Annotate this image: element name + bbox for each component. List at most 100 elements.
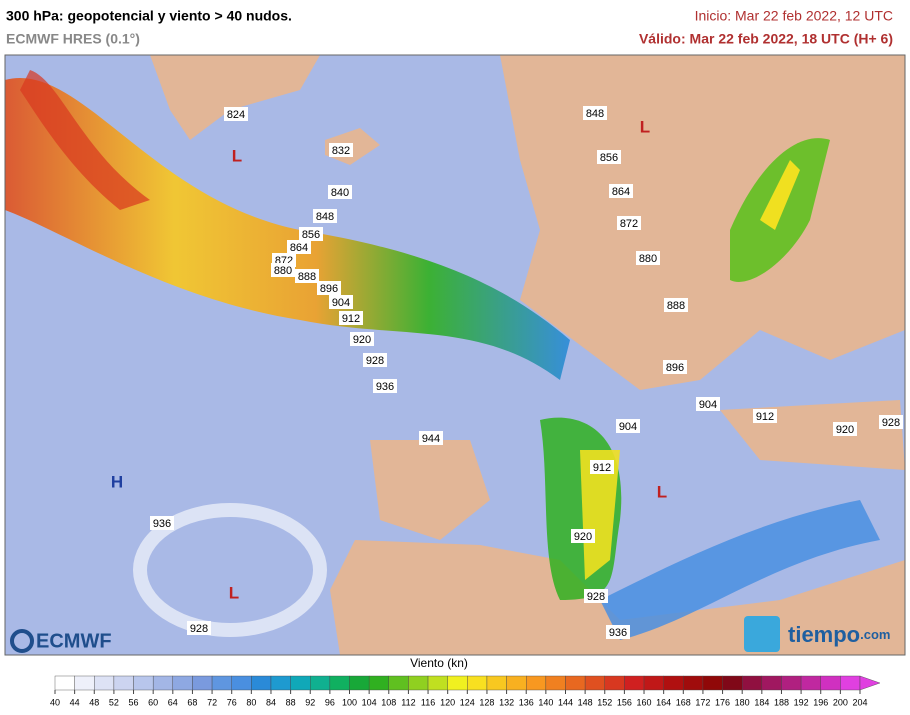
colorbar-swatch [310, 675, 331, 691]
contour-label-bg [833, 422, 857, 436]
colorbar-swatch [741, 675, 763, 691]
colorbar: 40 44 48 52 56 60 64 68 72 76 80 84 88 92 96 100 104 108 1… [50, 675, 881, 707]
contour-label-bg [419, 431, 443, 445]
contour-label: 944 [422, 433, 440, 445]
map-frame [4, 54, 906, 656]
contour-label-bg [590, 460, 614, 474]
contour-label: 928 [366, 355, 384, 367]
colorbar-tick-label: 100 [342, 697, 357, 707]
contour-label: 856 [600, 152, 618, 164]
contour-label-bg [329, 143, 353, 157]
contour-label-bg [696, 397, 720, 411]
contour-label: 936 [376, 381, 394, 393]
contour-label: 848 [316, 211, 334, 223]
colorbar-tick-label: 120 [440, 697, 455, 707]
colorbar-tick-label: 44 [70, 697, 80, 707]
colorbar-tick-label: 92 [305, 697, 315, 707]
colorbar-swatch [683, 675, 704, 691]
contour-label-bg [224, 107, 248, 121]
contour-label: 880 [274, 265, 292, 277]
colorbar-tick-label: 96 [325, 697, 335, 707]
colorbar-swatch [565, 675, 586, 691]
colorbar-tick-label: 140 [538, 697, 553, 707]
colorbar-tick-label: 84 [266, 697, 276, 707]
contour-label: 920 [353, 334, 371, 346]
colorbar-swatch [624, 675, 645, 691]
colorbar-swatch [113, 675, 134, 691]
logo-text: tiempo.com [788, 622, 890, 647]
colorbar-tick-label: 188 [774, 697, 789, 707]
contour-label-bg [363, 353, 387, 367]
logo-icon [10, 629, 34, 653]
colorbar-swatch [761, 675, 782, 691]
jet-core-med [580, 450, 620, 580]
contour-label: 920 [836, 424, 854, 436]
colorbar-tick-label: 76 [227, 697, 237, 707]
colorbar-swatch [329, 675, 350, 691]
jet-stream [5, 78, 570, 381]
jet-core [20, 70, 150, 210]
contour-label-bg [753, 409, 777, 423]
colorbar-swatch [290, 675, 311, 691]
contour-label-bg [271, 263, 295, 277]
cutoff-low [133, 503, 327, 637]
valid-time: Válido: Mar 22 feb 2022, 18 UTC (H+ 6) [639, 31, 893, 47]
colorbar-tick-label: 184 [754, 697, 769, 707]
contour-label: 920 [574, 531, 592, 543]
contour-label-bg [583, 106, 607, 120]
contour-label-bg [616, 419, 640, 433]
contour-label: 912 [756, 411, 774, 423]
ecmwf-logo: ECMWF [10, 629, 112, 653]
iberia [370, 440, 490, 540]
contour-label: 824 [227, 109, 245, 121]
colorbar-tick-label: 136 [519, 697, 534, 707]
colorbar-swatch [722, 675, 743, 691]
colorbar-swatch [368, 675, 389, 691]
colorbar-title: Viento (kn) [410, 656, 468, 670]
colorbar-tick-label: 168 [676, 697, 691, 707]
colorbar-swatch [643, 675, 664, 691]
colorbar-swatch [447, 675, 468, 691]
contour-label: 896 [666, 362, 684, 374]
contour-label-bg [299, 227, 323, 241]
contour-label: 912 [593, 462, 611, 474]
colorbar-swatch [781, 675, 802, 691]
contour-label: 936 [153, 518, 171, 530]
colorbar-swatch [211, 675, 232, 691]
contour-label-bg [606, 625, 630, 639]
contour-label-bg [617, 216, 641, 230]
colorbar-swatch [192, 675, 213, 691]
contour-label-bg [339, 311, 363, 325]
colorbar-swatch [486, 675, 507, 691]
logo-icon [744, 616, 780, 652]
pressure-center: L [229, 583, 239, 602]
colorbar-swatch [231, 675, 252, 691]
tiempo-logo: tiempo.com [744, 616, 890, 652]
contour-label: 928 [882, 417, 900, 429]
colorbar-tick-label: 64 [168, 697, 178, 707]
colorbar-tick-label: 192 [794, 697, 809, 707]
pressure-center: L [657, 482, 667, 501]
colorbar-tick-label: 164 [656, 697, 671, 707]
colorbar-swatch [54, 675, 75, 691]
europe [500, 55, 905, 390]
colorbar-tick-label: 152 [597, 697, 612, 707]
contour-label: 832 [332, 145, 350, 157]
colorbar-tick-label: 48 [89, 697, 99, 707]
pressure-center: L [640, 117, 650, 136]
contour-label: 904 [699, 399, 717, 411]
colorbar-tick-label: 124 [460, 697, 475, 707]
contour-label-bg [373, 379, 397, 393]
contour-label-bg [584, 589, 608, 603]
contour-label: 904 [332, 297, 350, 309]
contour-label-bg [313, 209, 337, 223]
contour-label-bg [150, 516, 174, 530]
contour-label-bg [571, 529, 595, 543]
colorbar-tick-label: 180 [735, 697, 750, 707]
jet-core-east [760, 160, 800, 230]
colorbar-swatch [133, 675, 154, 691]
contour-label-bg [187, 621, 211, 635]
colorbar-swatch [74, 675, 95, 691]
contour-label: 928 [587, 591, 605, 603]
